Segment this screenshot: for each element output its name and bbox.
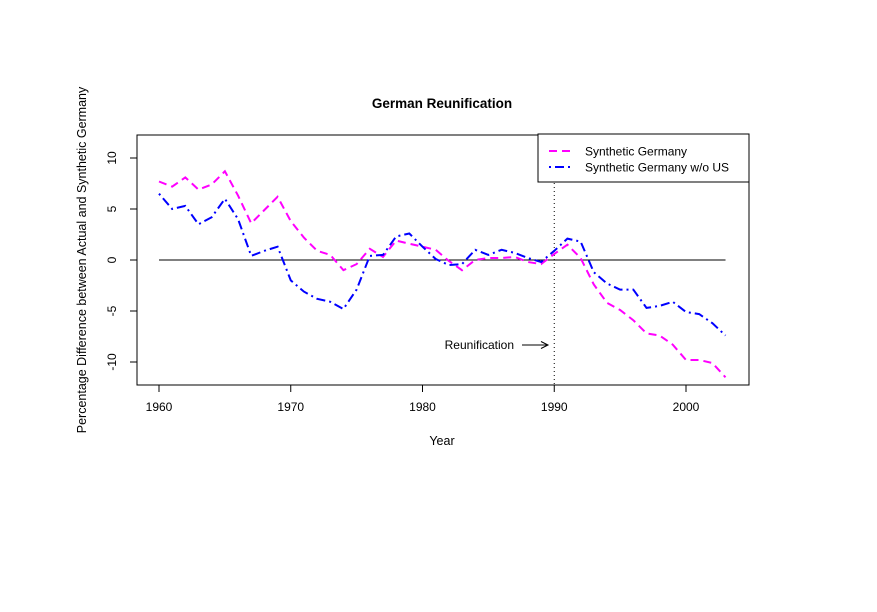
x-tick-label-1990: 1990 bbox=[541, 400, 568, 414]
annotation-arrow bbox=[522, 341, 550, 349]
legend-label-synthetic-germany: Synthetic Germany bbox=[585, 145, 687, 159]
x-tick-label-1980: 1980 bbox=[409, 400, 436, 414]
y-tick-label-10: 10 bbox=[105, 151, 119, 165]
series-line-0 bbox=[158, 169, 727, 378]
chart-title: German Reunification bbox=[372, 96, 512, 111]
legend-box bbox=[537, 133, 750, 183]
x-tick-label-2000: 2000 bbox=[673, 400, 700, 414]
legend-label-synthetic-germany-wo-us: Synthetic Germany w/o US bbox=[585, 161, 729, 175]
y-tick-label--10: -10 bbox=[105, 353, 119, 371]
x-tick-label-1960: 1960 bbox=[146, 400, 173, 414]
y-axis-label: Percentage Difference between Actual and… bbox=[75, 86, 89, 433]
plot-area: 1960 1970 1980 1990 2000 -10 -5 0 5 10 bbox=[105, 134, 750, 414]
y-tick-label-5: 5 bbox=[105, 205, 119, 212]
x-tick-label-1970: 1970 bbox=[277, 400, 304, 414]
reunification-annotation: Reunification bbox=[445, 338, 514, 352]
y-tick-label-0: 0 bbox=[105, 256, 119, 263]
y-tick-label--5: -5 bbox=[105, 305, 119, 316]
series-line-1 bbox=[158, 193, 727, 337]
x-axis-label: Year bbox=[429, 434, 454, 448]
legend: Synthetic Germany Synthetic Germany w/o … bbox=[537, 133, 750, 183]
